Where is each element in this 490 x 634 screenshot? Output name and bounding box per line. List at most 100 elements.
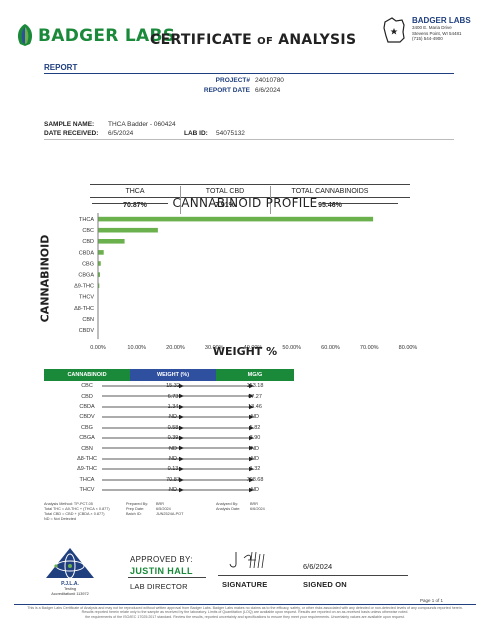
accreditation-name: P.J.L.A. [61, 581, 79, 587]
note-line: Analysis Method: TP-PCT-05 [44, 502, 93, 506]
table-row: CBG 0.58 5.82 [44, 423, 294, 433]
title-end: ANALYSIS [278, 32, 357, 48]
chart-title: CANNABINOID PROFILE [172, 196, 318, 210]
table-header-cell: WEIGHT (%) [130, 369, 216, 381]
accreditation-badge: P.J.L.A. Testing Accreditation# 113972 [44, 546, 96, 596]
table-cell: THCA [79, 476, 95, 483]
disclaimer: This is a Badger Labs Certificate of Ana… [14, 606, 476, 619]
chart-category-label: Δ9-THC [74, 284, 94, 290]
lab-address-line: (715) 544-4900 [412, 36, 443, 41]
chart-category-label: CBG [82, 261, 94, 267]
chart-x-tick: 30.00% [205, 345, 224, 350]
prep-value: 6/5/2024 [156, 507, 171, 511]
table-row: CBC 15.32 153.18 [44, 381, 294, 391]
chart-x-tick: 10.00% [127, 345, 146, 350]
arrow-right-icon [168, 414, 254, 420]
chart-category-label: CBDA [79, 250, 95, 256]
table-cell: Δ9-THC [77, 466, 97, 473]
summary-col-divider [180, 186, 181, 214]
page-title: CERTIFICATE OF ANALYSIS [150, 32, 356, 48]
table-cell: ND [251, 455, 259, 462]
table-cell: CBN [81, 445, 93, 452]
sample-name-label: SAMPLE NAME: [44, 121, 95, 128]
lab-id-value: 54075132 [216, 130, 245, 137]
chart-x-tick: 70.00% [360, 345, 379, 350]
project-value: 24010780 [255, 77, 284, 84]
analysis-info: Analyzed By: BRR Analysis Date: 6/6/2024 [216, 502, 296, 512]
signature-label: SIGNATURE [222, 580, 268, 589]
chart-x-tick: 60.00% [321, 345, 340, 350]
report-heading: REPORT [44, 63, 78, 72]
title-of: OF [257, 36, 274, 47]
report-date-value: 6/6/2024 [255, 87, 281, 94]
table-cell: CBC [81, 383, 93, 390]
table-cell: 67.27 [248, 393, 262, 400]
wisconsin-map-icon [383, 17, 405, 43]
project-label: PROJECT# [215, 77, 250, 84]
chart-category-label: Δ8-THC [74, 306, 94, 312]
table-header-cell: MG/G [216, 369, 294, 381]
chart-category-label: CBC [82, 228, 94, 234]
signed-date: 6/6/2024 [303, 562, 333, 571]
chart-xlabel: WEIGHT % [212, 345, 278, 358]
date-received-value: 6/5/2024 [108, 130, 134, 137]
chart-bar [98, 283, 100, 288]
table-cell: Δ8-THC [77, 455, 97, 462]
table-cell: 153.18 [246, 383, 264, 390]
date-received-label: DATE RECEIVED: [44, 130, 99, 137]
table-cell: 5.82 [249, 424, 261, 431]
chart-x-tick: 0.00% [90, 345, 106, 350]
chart-frame-right [322, 203, 398, 204]
table-row: CBGA 0.39 3.90 [44, 433, 294, 443]
page-number: Page 1 of 1 [420, 598, 444, 603]
chart-x-tick: 40.00% [244, 345, 263, 350]
table-cell: CBDA [79, 403, 95, 410]
arrow-right-icon [168, 456, 254, 461]
accreditation-number: Accreditation# 113972 [51, 592, 89, 596]
summary-value-total-cbd: 7.91% [215, 202, 235, 209]
table-row: THCA 70.87 708.68 [44, 475, 294, 485]
approver-title: LAB DIRECTOR [130, 582, 188, 591]
chart-ylabel: CANNABINOID [38, 234, 52, 323]
approved-by-label: APPROVED BY: [130, 555, 193, 564]
table-row: CBD 6.73 67.27 [44, 391, 294, 401]
analysis-notes: Analysis Method: TP-PCT-05 Total THC = Δ… [44, 502, 134, 522]
results-table: CANNABINOID WEIGHT (%) MG/G CBC 15.32 153.18… [44, 369, 294, 495]
prep-info: Prepared By: BRR Prep Date: 6/5/2024 Batch… [126, 502, 206, 517]
title-main: CERTIFICATE [150, 32, 252, 48]
table-cell: 1.32 [249, 466, 261, 473]
analysis-value: 6/6/2024 [250, 507, 265, 511]
brand-name: BADGER LABS [38, 26, 176, 46]
table-row: Δ8-THC ND ND [44, 454, 294, 464]
summary-col-divider [270, 186, 271, 214]
summary-top-rule [90, 184, 410, 185]
chart-category-label: CBDV [79, 328, 95, 334]
table-cell: CBGA [79, 435, 95, 442]
disclaimer-line: the requirements of the ISO/IEC 17025:20… [85, 614, 405, 619]
lab-address-line: 3400 E. Maria Drive [412, 25, 452, 30]
table-row: CBDV ND ND [44, 412, 294, 422]
analysis-label: Analysis Date: [216, 507, 241, 511]
chart-category-label: CBD [82, 239, 94, 245]
prep-label: Prep Date: [126, 507, 145, 511]
lab-address-line: Stevens Point, WI 54481 [412, 30, 462, 36]
arrow-right-icon [168, 425, 254, 430]
arrow-right-icon [168, 446, 254, 451]
arrow-right-icon [168, 477, 254, 482]
chart-bar [98, 272, 101, 277]
sample-name-value: THCA Badder - 060424 [108, 121, 176, 128]
table-cell: 13.46 [248, 403, 262, 410]
chart-bar [98, 250, 104, 255]
chart-bar [98, 216, 374, 222]
table-row: Δ9-THC 0.13 1.32 [44, 464, 294, 474]
chart-x-tick: 20.00% [166, 345, 185, 350]
chart-category-label: CBN [82, 317, 94, 323]
signature-rule [218, 575, 408, 576]
note-line: ND = Not Detected [44, 517, 76, 521]
table-cell: CBDV [79, 414, 95, 421]
disclaimer-line: This is a Badger Labs Certificate of Ana… [27, 606, 463, 610]
note-line: Total CBD = CBD + (CBDA × 0.877) [44, 512, 105, 516]
analysis-label: Analyzed By: [216, 502, 239, 506]
summary-header-total-cannabinoids: TOTAL CANNABINOIDS [291, 188, 369, 195]
arrow-right-icon [168, 435, 254, 441]
